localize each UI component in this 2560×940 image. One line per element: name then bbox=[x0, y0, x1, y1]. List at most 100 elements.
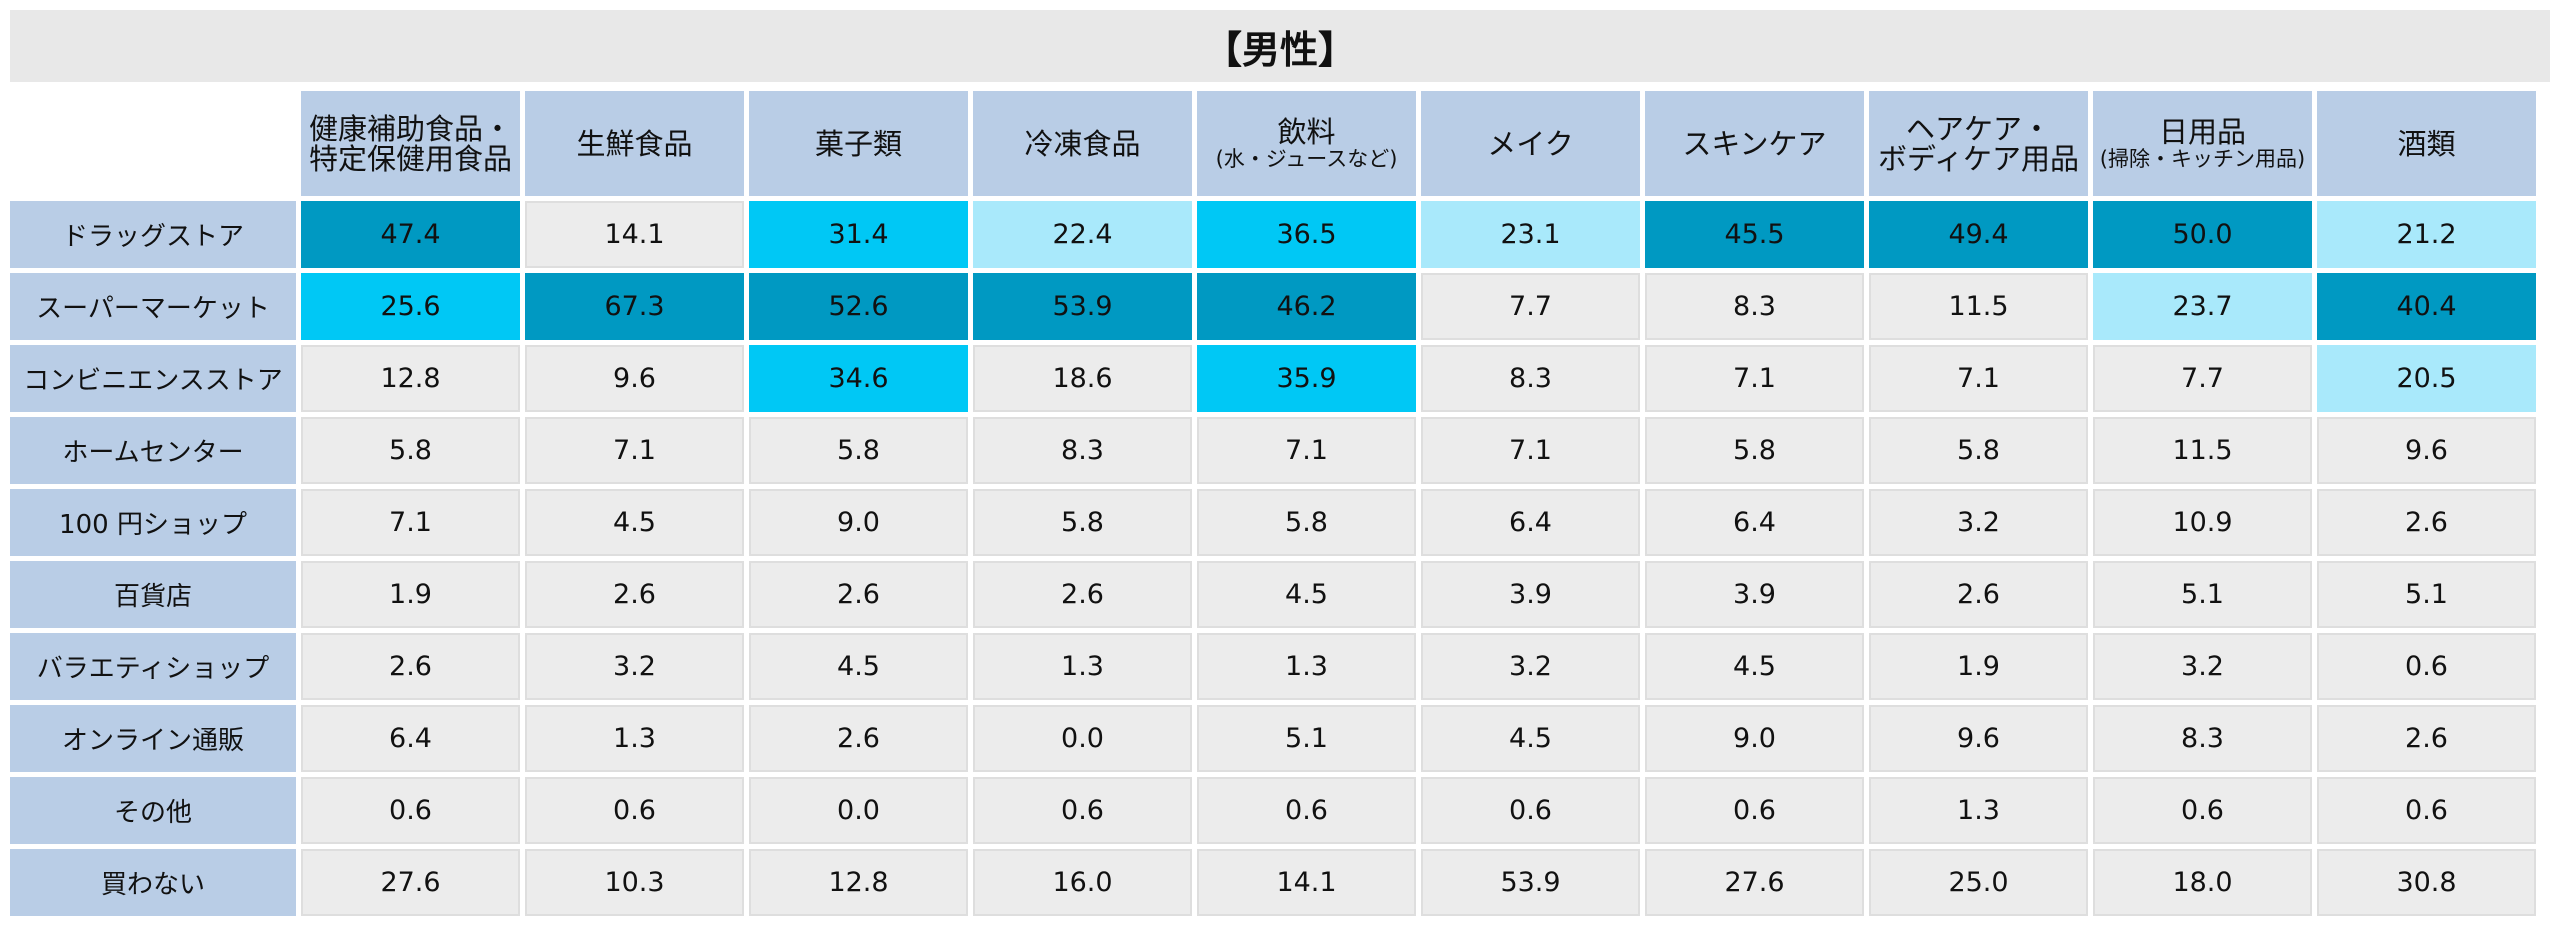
value-cell: 2.6 bbox=[2317, 489, 2536, 556]
value-cell: 3.2 bbox=[525, 633, 744, 700]
value-cell: 4.5 bbox=[1645, 633, 1864, 700]
value-cell: 2.6 bbox=[2317, 705, 2536, 772]
value-cell: 3.9 bbox=[1645, 561, 1864, 628]
column-header: 菓子類 bbox=[749, 91, 968, 196]
column-header: 健康補助食品・ 特定保健用食品 bbox=[301, 91, 520, 196]
value-cell: 6.4 bbox=[1645, 489, 1864, 556]
value-cell: 30.8 bbox=[2317, 849, 2536, 916]
value-cell: 1.9 bbox=[1869, 633, 2088, 700]
value-cell: 23.7 bbox=[2093, 273, 2312, 340]
value-cell: 22.4 bbox=[973, 201, 1192, 268]
column-header: ヘアケア・ ボディケア用品 bbox=[1869, 91, 2088, 196]
value-cell: 6.4 bbox=[1421, 489, 1640, 556]
column-header: 酒類 bbox=[2317, 91, 2536, 196]
value-cell: 0.6 bbox=[2317, 633, 2536, 700]
value-cell: 10.3 bbox=[525, 849, 744, 916]
value-cell: 0.6 bbox=[301, 777, 520, 844]
value-cell: 5.8 bbox=[1197, 489, 1416, 556]
value-cell: 27.6 bbox=[301, 849, 520, 916]
value-cell: 7.7 bbox=[1421, 273, 1640, 340]
value-cell: 1.3 bbox=[525, 705, 744, 772]
table-row: スーパーマーケット 25.6 67.3 52.6 53.9 46.2 7.7 8.3 11.5 2… bbox=[10, 273, 2536, 340]
value-cell: 34.6 bbox=[749, 345, 968, 412]
table-row: オンライン通販 6.4 1.3 2.6 0.0 5.1 4.5 9.0 9.6 8.3 2.6 bbox=[10, 705, 2536, 772]
value-cell: 9.6 bbox=[2317, 417, 2536, 484]
column-header-sublabel: (水・ジュースなど) bbox=[1215, 146, 1398, 171]
value-cell: 9.6 bbox=[525, 345, 744, 412]
table-row: 百貨店 1.9 2.6 2.6 2.6 4.5 3.9 3.9 2.6 5.1 5.1 bbox=[10, 561, 2536, 628]
value-cell: 3.2 bbox=[1869, 489, 2088, 556]
value-cell: 45.5 bbox=[1645, 201, 1864, 268]
value-cell: 5.1 bbox=[1197, 705, 1416, 772]
value-cell: 16.0 bbox=[973, 849, 1192, 916]
value-cell: 0.6 bbox=[1421, 777, 1640, 844]
value-cell: 8.3 bbox=[973, 417, 1192, 484]
value-cell: 5.1 bbox=[2317, 561, 2536, 628]
value-cell: 7.1 bbox=[1197, 417, 1416, 484]
value-cell: 11.5 bbox=[2093, 417, 2312, 484]
value-cell: 5.8 bbox=[1645, 417, 1864, 484]
column-header-label: 特定保健用食品 bbox=[308, 141, 512, 176]
column-header: 日用品 (掃除・キッチン用品) bbox=[2093, 91, 2312, 196]
column-header-label: ボディケア用品 bbox=[1878, 141, 2079, 176]
row-header: その他 bbox=[10, 777, 296, 844]
value-cell: 5.8 bbox=[749, 417, 968, 484]
value-cell: 4.5 bbox=[1421, 705, 1640, 772]
row-header: 買わない bbox=[10, 849, 296, 916]
value-cell: 25.0 bbox=[1869, 849, 2088, 916]
value-cell: 20.5 bbox=[2317, 345, 2536, 412]
value-cell: 2.6 bbox=[525, 561, 744, 628]
value-cell: 5.8 bbox=[1869, 417, 2088, 484]
table-row: コンビニエンスストア 12.8 9.6 34.6 18.6 35.9 8.3 7.1 7.1 7.… bbox=[10, 345, 2536, 412]
value-cell: 46.2 bbox=[1197, 273, 1416, 340]
column-header-label: 日用品 bbox=[2158, 114, 2246, 149]
column-header: 生鮮食品 bbox=[525, 91, 744, 196]
value-cell: 0.0 bbox=[749, 777, 968, 844]
value-cell: 1.3 bbox=[973, 633, 1192, 700]
value-cell: 11.5 bbox=[1869, 273, 2088, 340]
row-header: ドラッグストア bbox=[10, 201, 296, 268]
value-cell: 4.5 bbox=[749, 633, 968, 700]
table-row: その他 0.6 0.6 0.0 0.6 0.6 0.6 0.6 1.3 0.6 0.6 bbox=[10, 777, 2536, 844]
value-cell: 2.6 bbox=[301, 633, 520, 700]
value-cell: 9.0 bbox=[749, 489, 968, 556]
value-cell: 1.9 bbox=[301, 561, 520, 628]
value-cell: 5.1 bbox=[2093, 561, 2312, 628]
value-cell: 53.9 bbox=[973, 273, 1192, 340]
value-cell: 1.3 bbox=[1197, 633, 1416, 700]
value-cell: 1.3 bbox=[1869, 777, 2088, 844]
column-header: 飲料 (水・ジュースなど) bbox=[1197, 91, 1416, 196]
value-cell: 67.3 bbox=[525, 273, 744, 340]
value-cell: 2.6 bbox=[749, 705, 968, 772]
value-cell: 49.4 bbox=[1869, 201, 2088, 268]
value-cell: 7.1 bbox=[301, 489, 520, 556]
row-header: ホームセンター bbox=[10, 417, 296, 484]
value-cell: 14.1 bbox=[525, 201, 744, 268]
value-cell: 0.6 bbox=[1197, 777, 1416, 844]
value-cell: 8.3 bbox=[1421, 345, 1640, 412]
value-cell: 5.8 bbox=[301, 417, 520, 484]
value-cell: 7.1 bbox=[1869, 345, 2088, 412]
value-cell: 3.2 bbox=[2093, 633, 2312, 700]
column-header-label: 生鮮食品 bbox=[576, 126, 693, 161]
column-header: メイク bbox=[1421, 91, 1640, 196]
value-cell: 9.6 bbox=[1869, 705, 2088, 772]
value-cell: 18.0 bbox=[2093, 849, 2312, 916]
value-cell: 52.6 bbox=[749, 273, 968, 340]
value-cell: 7.7 bbox=[2093, 345, 2312, 412]
table-row: ホームセンター 5.8 7.1 5.8 8.3 7.1 7.1 5.8 5.8 11.5 9.6 bbox=[10, 417, 2536, 484]
column-header-label: 飲料 bbox=[1277, 114, 1336, 149]
column-header-label: 酒類 bbox=[2397, 126, 2456, 161]
value-cell: 53.9 bbox=[1421, 849, 1640, 916]
row-header: バラエティショップ bbox=[10, 633, 296, 700]
value-cell: 27.6 bbox=[1645, 849, 1864, 916]
table-row: 買わない 27.6 10.3 12.8 16.0 14.1 53.9 27.6 25.0 18.0… bbox=[10, 849, 2536, 916]
column-header-label: 菓子類 bbox=[814, 126, 902, 161]
value-cell: 21.2 bbox=[2317, 201, 2536, 268]
value-cell: 31.4 bbox=[749, 201, 968, 268]
value-cell: 12.8 bbox=[301, 345, 520, 412]
value-cell: 4.5 bbox=[1197, 561, 1416, 628]
value-cell: 35.9 bbox=[1197, 345, 1416, 412]
value-cell: 8.3 bbox=[2093, 705, 2312, 772]
value-cell: 8.3 bbox=[1645, 273, 1864, 340]
